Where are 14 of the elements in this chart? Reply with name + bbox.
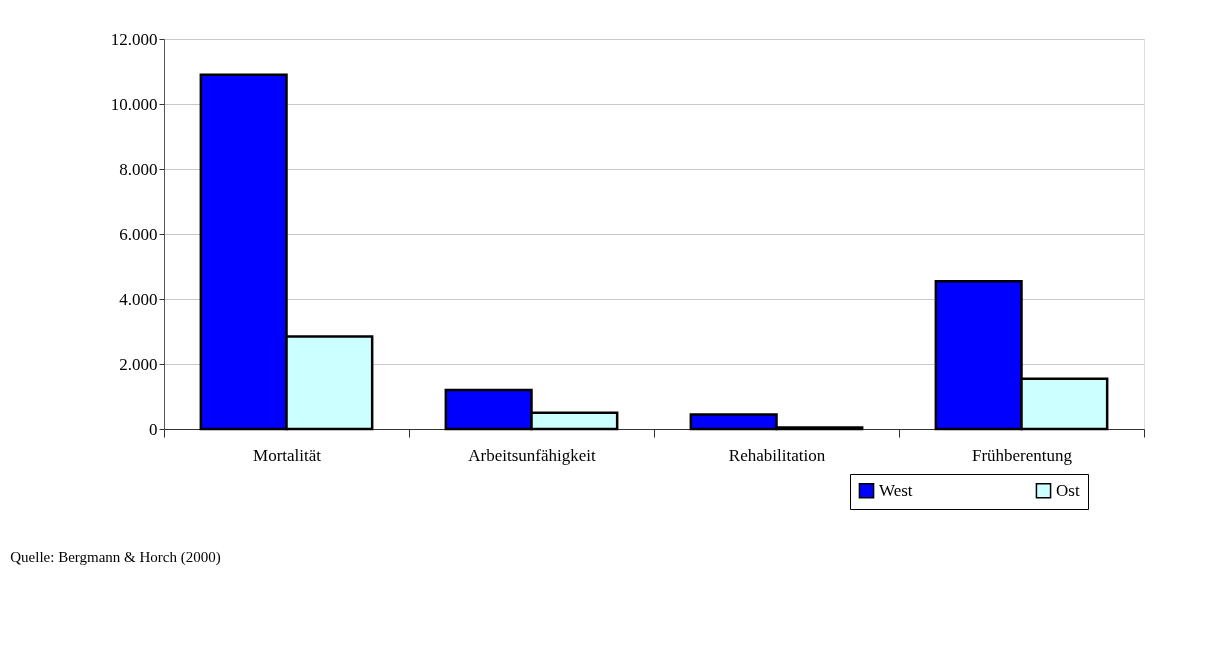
y-tick-label: 6.000	[119, 224, 158, 244]
y-tick-label: 2.000	[119, 354, 158, 374]
x-tick-label: Rehabilitation	[728, 445, 826, 465]
y-tick-label: 8.000	[119, 159, 158, 179]
y-tick-label: 10.000	[110, 94, 158, 114]
x-tick-label: Mortalität	[253, 445, 322, 465]
y-tick-label: 0	[149, 419, 158, 439]
y-tick-label: 12.000	[110, 29, 158, 49]
source-note: Quelle: Bergmann & Horch (2000)	[10, 548, 221, 566]
legend-label: West	[879, 480, 913, 500]
x-tick-label: Frühberentung	[971, 445, 1073, 465]
x-tick-label: Arbeitsunfähigkeit	[468, 445, 597, 465]
legend-label: Ost	[1056, 480, 1080, 500]
y-tick-label: 4.000	[119, 289, 158, 309]
